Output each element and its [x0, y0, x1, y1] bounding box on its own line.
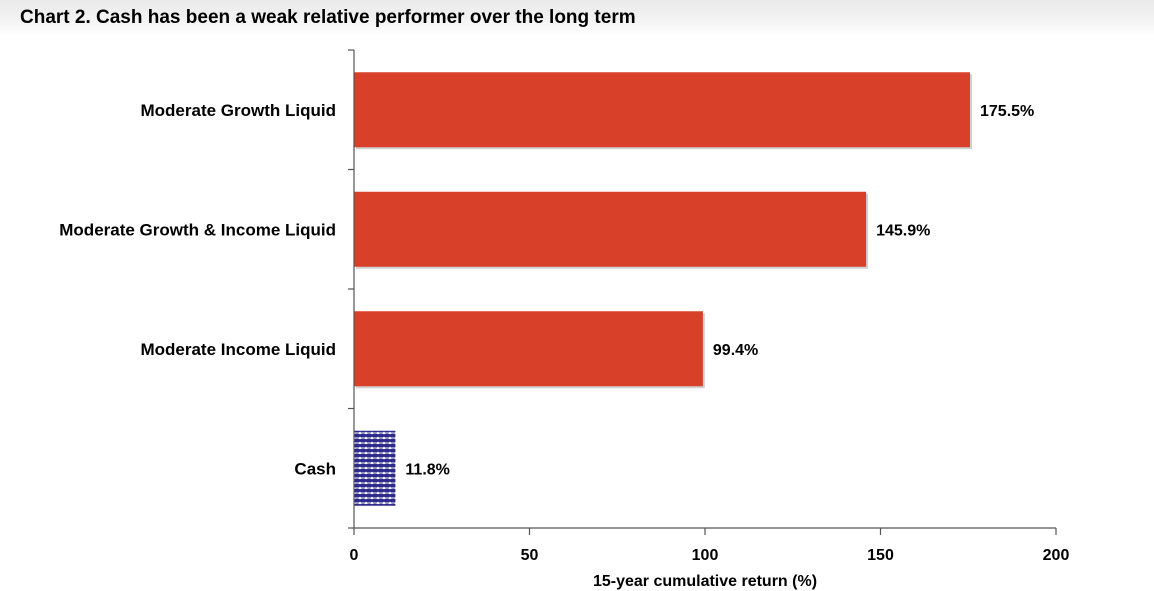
category-label: Moderate Income Liquid [140, 340, 336, 359]
value-label: 145.9% [876, 222, 930, 239]
category-label: Moderate Growth & Income Liquid [59, 220, 336, 239]
bar [354, 72, 971, 148]
x-tick-label: 150 [867, 547, 894, 564]
x-tick-label: 50 [521, 547, 539, 564]
value-label: 99.4% [713, 342, 758, 359]
bar [354, 311, 703, 387]
bar [354, 430, 396, 506]
category-label: Moderate Growth Liquid [141, 101, 337, 120]
value-label: 11.8% [405, 461, 449, 478]
x-tick-label: 0 [350, 547, 359, 564]
category-label: Cash [294, 459, 336, 478]
bar [354, 191, 867, 267]
value-label: 175.5% [980, 103, 1034, 120]
x-tick-label: 200 [1043, 547, 1070, 564]
title-band [0, 0, 1154, 36]
x-tick-label: 100 [692, 547, 719, 564]
chart-title: Chart 2. Cash has been a weak relative p… [20, 7, 636, 28]
x-axis-title: 15-year cumulative return (%) [593, 573, 817, 590]
